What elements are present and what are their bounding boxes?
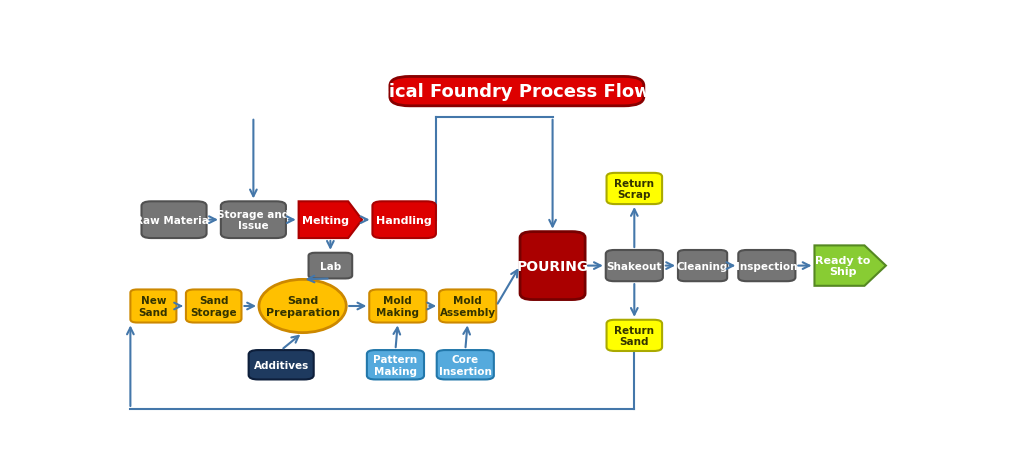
- FancyBboxPatch shape: [390, 77, 644, 107]
- FancyBboxPatch shape: [367, 350, 424, 380]
- FancyBboxPatch shape: [436, 350, 494, 380]
- FancyBboxPatch shape: [221, 202, 286, 238]
- FancyBboxPatch shape: [249, 350, 313, 380]
- FancyBboxPatch shape: [370, 290, 426, 323]
- Text: Mold
Assembly: Mold Assembly: [439, 296, 496, 317]
- Polygon shape: [814, 246, 886, 286]
- Text: Lab: Lab: [319, 261, 341, 271]
- Text: New
Sand: New Sand: [138, 296, 168, 317]
- Text: Sand
Storage: Sand Storage: [190, 296, 237, 317]
- Text: Melting: Melting: [302, 215, 349, 225]
- FancyBboxPatch shape: [606, 320, 663, 351]
- Text: Cleaning: Cleaning: [677, 261, 728, 271]
- Text: Sand
Preparation: Sand Preparation: [265, 296, 340, 317]
- FancyBboxPatch shape: [373, 202, 436, 238]
- FancyBboxPatch shape: [141, 202, 207, 238]
- Text: Typical Foundry Process Flow ->: Typical Foundry Process Flow ->: [354, 83, 680, 101]
- FancyBboxPatch shape: [738, 250, 796, 282]
- Text: POURING: POURING: [516, 259, 589, 273]
- FancyBboxPatch shape: [308, 253, 352, 279]
- Text: Pattern
Making: Pattern Making: [374, 354, 418, 376]
- Text: Additives: Additives: [254, 360, 309, 370]
- Text: Storage and
Issue: Storage and Issue: [217, 209, 290, 231]
- FancyBboxPatch shape: [186, 290, 242, 323]
- Text: Raw Material: Raw Material: [135, 215, 213, 225]
- Text: Return
Sand: Return Sand: [614, 325, 654, 347]
- FancyBboxPatch shape: [130, 290, 176, 323]
- Text: Ready to
Ship: Ready to Ship: [815, 255, 870, 277]
- Text: Return
Scrap: Return Scrap: [614, 178, 654, 200]
- FancyBboxPatch shape: [678, 250, 727, 282]
- Polygon shape: [299, 202, 362, 238]
- FancyBboxPatch shape: [606, 250, 663, 282]
- Text: Handling: Handling: [376, 215, 432, 225]
- Ellipse shape: [259, 280, 346, 333]
- Text: Shakeout: Shakeout: [606, 261, 663, 271]
- FancyBboxPatch shape: [520, 232, 585, 300]
- FancyBboxPatch shape: [606, 173, 663, 205]
- Text: Inspection: Inspection: [736, 261, 798, 271]
- Text: Core
Insertion: Core Insertion: [439, 354, 492, 376]
- FancyBboxPatch shape: [439, 290, 497, 323]
- Text: Mold
Making: Mold Making: [377, 296, 419, 317]
